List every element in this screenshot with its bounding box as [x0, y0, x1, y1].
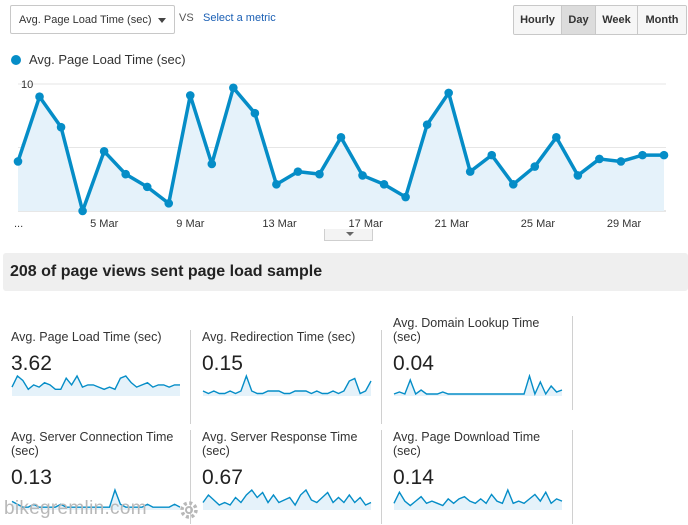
data-point[interactable] [13, 157, 23, 166]
sparkline-line [11, 374, 180, 391]
sparkline-area [394, 376, 562, 396]
data-point[interactable] [358, 171, 367, 180]
metric-select-label: Avg. Page Load Time (sec) [19, 14, 152, 26]
tile-domain-lookup-time[interactable]: Avg. Domain Lookup Time (sec) 0.04 [393, 316, 573, 410]
tile-value: 0.15 [202, 352, 243, 375]
hourly-button[interactable]: Hourly [514, 6, 562, 34]
data-point[interactable] [315, 169, 324, 179]
tile-value: 0.67 [202, 466, 243, 489]
tile-label: Avg. Domain Lookup Time (sec) [393, 316, 540, 344]
x-tick-label: 9 Mar [176, 218, 204, 230]
x-tick-label: 5 Mar [90, 218, 118, 230]
select-metric-link[interactable]: Select a metric [203, 12, 276, 24]
vs-label: VS [179, 12, 194, 24]
x-tick-label: 25 Mar [521, 218, 556, 230]
month-button[interactable]: Month [638, 6, 686, 34]
watermark-text: bikegremlin.com [4, 498, 147, 519]
data-point[interactable] [272, 180, 281, 189]
data-point[interactable] [121, 169, 130, 179]
week-button[interactable]: Week [596, 6, 638, 34]
data-point[interactable] [185, 91, 195, 100]
sparkline [11, 374, 180, 396]
x-tick-label: 13 Mar [262, 218, 297, 230]
tile-label: Avg. Redirection Time (sec) [202, 330, 356, 344]
tile-page-download-time[interactable]: Avg. Page Download Time (sec) 0.14 [393, 430, 573, 524]
data-point[interactable] [401, 192, 410, 202]
sparkline [202, 374, 372, 396]
data-point[interactable] [573, 171, 583, 180]
data-point[interactable] [78, 206, 87, 216]
y-tick-label: 10 [21, 79, 33, 91]
tile-server-connection-time[interactable]: Avg. Server Connection Time (sec) 0.13 [11, 430, 191, 524]
tile-redirection-time[interactable]: Avg. Redirection Time (sec) 0.15 [202, 330, 382, 424]
data-point[interactable] [293, 167, 303, 176]
data-point[interactable] [552, 133, 561, 142]
data-point[interactable] [659, 150, 669, 160]
data-point[interactable] [250, 108, 260, 118]
data-point[interactable] [99, 147, 109, 156]
legend-label: Avg. Page Load Time (sec) [29, 52, 186, 67]
data-point[interactable] [444, 88, 453, 98]
data-point[interactable] [638, 150, 647, 160]
tile-value: 0.14 [393, 466, 434, 489]
data-point[interactable] [35, 92, 44, 101]
sparkline-line [11, 488, 181, 508]
data-point[interactable] [164, 199, 174, 208]
sparkline-area [394, 490, 562, 510]
sparkline-line [202, 488, 372, 507]
sparkline [393, 374, 563, 396]
gear-icon [180, 501, 198, 519]
sparkline [11, 488, 181, 510]
x-tick-label: 17 Mar [349, 218, 384, 230]
metric-select[interactable]: Avg. Page Load Time (sec) [10, 5, 175, 34]
data-point[interactable] [142, 182, 152, 192]
summary-title: 208 of page views sent page load sample [10, 263, 323, 280]
data-point[interactable] [465, 167, 475, 176]
data-point[interactable] [336, 133, 346, 142]
sparkline-line [393, 488, 563, 507]
tile-label: Avg. Page Load Time (sec) [11, 330, 162, 344]
sparkline-area [12, 490, 180, 510]
series-area [18, 87, 664, 211]
data-point[interactable] [422, 120, 432, 129]
chart-collapse-handle[interactable] [324, 229, 373, 241]
tile-page-load-time[interactable]: Avg. Page Load Time (sec) 3.62 [11, 330, 191, 424]
data-point[interactable] [379, 180, 389, 189]
sparkline-line [202, 374, 372, 395]
sparkline [393, 488, 563, 510]
day-button[interactable]: Day [562, 6, 596, 34]
caret-down-icon [346, 232, 354, 236]
tile-label: Avg. Server Connection Time (sec) [11, 430, 174, 458]
data-point[interactable] [595, 154, 604, 164]
x-tick-label: ... [14, 218, 23, 230]
tile-value: 3.62 [11, 352, 52, 375]
tile-server-response-time[interactable]: Avg. Server Response Time (sec) 0.67 [202, 430, 382, 524]
tile-label: Avg. Server Response Time (sec) [202, 430, 358, 458]
chart-legend: Avg. Page Load Time (sec) [11, 52, 186, 67]
summary-bar: 208 of page views sent page load sample [3, 253, 688, 291]
legend-dot-icon [11, 54, 21, 65]
tile-value: 0.04 [393, 352, 434, 375]
data-point[interactable] [508, 180, 518, 189]
data-point[interactable] [530, 162, 540, 171]
tile-value: 0.13 [11, 466, 52, 489]
data-point[interactable] [487, 150, 497, 160]
x-tick-label: 21 Mar [435, 218, 470, 230]
data-point[interactable] [207, 159, 217, 169]
tile-label: Avg. Page Download Time (sec) [393, 430, 541, 458]
data-point[interactable] [56, 122, 66, 132]
sparkline-line [393, 374, 563, 396]
granularity-toggle: Hourly Day Week Month [513, 5, 687, 35]
x-tick-label: 29 Mar [607, 218, 642, 230]
sparkline [202, 488, 372, 510]
chevron-down-icon [158, 18, 166, 23]
data-point[interactable] [229, 83, 238, 93]
data-point[interactable] [616, 157, 626, 166]
